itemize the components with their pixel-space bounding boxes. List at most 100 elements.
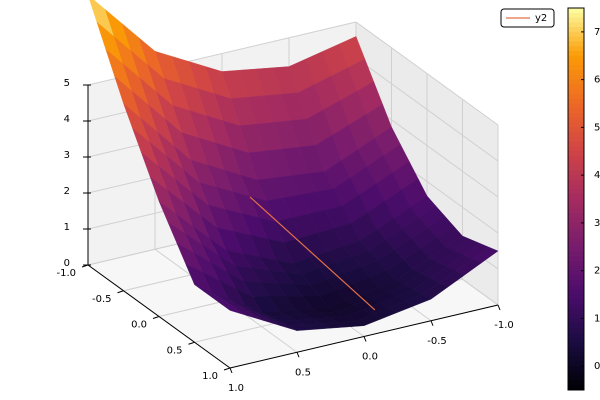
z-tick-label: 5 bbox=[64, 78, 70, 89]
colorbar-tick-label: 1 bbox=[594, 313, 600, 324]
colorbar-segment bbox=[568, 308, 584, 315]
colorbar-segment bbox=[568, 170, 584, 176]
colorbar-frame bbox=[567, 7, 585, 391]
colorbar-segment bbox=[568, 375, 584, 381]
x-tick-label: -1.0 bbox=[56, 268, 76, 279]
colorbar-segment bbox=[568, 265, 584, 272]
colorbar-segment bbox=[568, 84, 584, 90]
colorbar-segment bbox=[568, 347, 584, 353]
colorbar-segment bbox=[568, 189, 584, 195]
grid-line bbox=[355, 57, 499, 162]
colorbar-segment bbox=[568, 251, 584, 257]
colorbar-segment bbox=[568, 270, 584, 276]
colorbar-segment bbox=[568, 165, 584, 171]
colorbar-segment bbox=[568, 208, 584, 214]
colorbar-segment bbox=[568, 199, 584, 205]
colorbar-segment bbox=[568, 46, 584, 52]
colorbar-segment bbox=[568, 103, 584, 109]
colorbar-segment bbox=[568, 280, 584, 286]
colorbar-segment bbox=[568, 27, 584, 33]
tick-mark bbox=[152, 316, 160, 319]
x-tick-label: 0.0 bbox=[131, 320, 147, 331]
tick-mark bbox=[223, 367, 231, 371]
colorbar-segment bbox=[568, 132, 584, 138]
colorbar-segment bbox=[568, 313, 584, 319]
colorbar-segment bbox=[568, 275, 584, 281]
colorbar-tick-label: 3 bbox=[594, 218, 600, 229]
colorbar-segment bbox=[568, 36, 584, 42]
colorbar-segment bbox=[568, 194, 584, 200]
colorbar-segment bbox=[568, 289, 584, 295]
colorbar-segment bbox=[568, 237, 584, 243]
tick-mark bbox=[497, 304, 501, 311]
colorbar-tick-label: 4 bbox=[594, 170, 600, 181]
tick-mark bbox=[117, 290, 124, 294]
y-tick-label: 0.0 bbox=[362, 352, 378, 363]
colorbar-tick-label: 0 bbox=[594, 361, 600, 372]
colorbar-segment bbox=[568, 50, 584, 57]
colorbar-segment bbox=[568, 70, 584, 76]
y-tick-label: -1.0 bbox=[494, 320, 514, 331]
colorbar-segment bbox=[568, 222, 584, 229]
colorbar-segment bbox=[568, 175, 584, 181]
colorbar-segment bbox=[568, 332, 584, 338]
colorbar-segment bbox=[568, 146, 584, 152]
tick-mark bbox=[363, 336, 367, 342]
colorbar-segment bbox=[568, 108, 584, 114]
line-series bbox=[249, 196, 376, 311]
colorbar-segment bbox=[568, 327, 584, 334]
tick-mark bbox=[296, 352, 300, 358]
colorbar-segment bbox=[568, 113, 584, 119]
colorbar-tick-label: 6 bbox=[594, 75, 600, 86]
colorbar-segment bbox=[568, 8, 584, 14]
x-tick-label: -0.5 bbox=[92, 294, 112, 305]
colorbar-segment bbox=[568, 385, 584, 391]
colorbar-segment bbox=[568, 31, 584, 38]
colorbar-segment bbox=[568, 256, 584, 262]
colorbar-segment bbox=[568, 93, 584, 100]
colorbar-tick-label: 2 bbox=[594, 266, 600, 277]
x-tick-label: 0.5 bbox=[167, 345, 183, 356]
colorbar-segment bbox=[568, 227, 584, 233]
colorbar-segment bbox=[568, 261, 584, 267]
colorbar-segment bbox=[568, 213, 584, 219]
colorbar-segment bbox=[568, 55, 584, 62]
colorbar-segment bbox=[568, 337, 584, 343]
colorbar-segment bbox=[568, 79, 584, 85]
tick-mark bbox=[188, 341, 195, 345]
colorbar-segment bbox=[568, 351, 584, 358]
colorbar-segment bbox=[568, 74, 584, 81]
legend-label: y2 bbox=[535, 13, 547, 24]
z-tick-label: 3 bbox=[64, 150, 70, 161]
colorbar-segment bbox=[568, 22, 584, 28]
z-tick-label: 2 bbox=[64, 186, 70, 197]
axis-line bbox=[87, 264, 231, 369]
colorbar-segment bbox=[568, 141, 584, 147]
z-tick-label: 0 bbox=[64, 258, 70, 269]
colorbar-segment bbox=[568, 117, 584, 124]
colorbar-segment bbox=[568, 98, 584, 104]
colorbar-segment bbox=[568, 323, 584, 329]
colorbar-segment bbox=[568, 284, 584, 291]
surface bbox=[89, 0, 499, 331]
colorbar-segment bbox=[568, 241, 584, 248]
colorbar-segment bbox=[568, 299, 584, 305]
colorbar-segment bbox=[568, 356, 584, 362]
colorbar-segment bbox=[568, 370, 584, 377]
colorbar-segment bbox=[568, 60, 584, 66]
colorbar-segment bbox=[568, 203, 584, 210]
colorbar-segment bbox=[568, 361, 584, 367]
colorbar-segment bbox=[568, 151, 584, 157]
colorbar-segment bbox=[568, 304, 584, 310]
colorbar-segment bbox=[568, 184, 584, 190]
z-tick-label: 4 bbox=[64, 114, 70, 125]
colorbar-segment bbox=[568, 136, 584, 143]
colorbar-segment bbox=[568, 218, 584, 224]
tick-mark bbox=[229, 367, 233, 374]
colorbar-tick-label: 7 bbox=[594, 27, 600, 38]
colorbar-segment bbox=[568, 232, 584, 238]
colorbar-segment bbox=[568, 160, 584, 167]
colorbar-segment bbox=[568, 89, 584, 95]
colorbar-segment bbox=[568, 294, 584, 300]
